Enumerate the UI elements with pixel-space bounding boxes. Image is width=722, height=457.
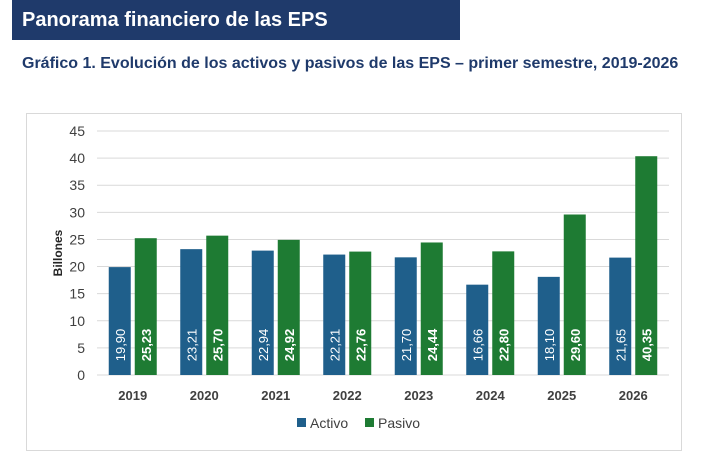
chart-title: Gráfico 1. Evolución de los activos y pa…	[22, 55, 679, 72]
x-tick-label: 2021	[261, 388, 290, 403]
y-tick-label: 15	[69, 286, 85, 302]
data-label-pasivo: 22,80	[496, 329, 511, 362]
x-tick-label: 2026	[619, 388, 648, 403]
section-banner: Panorama financiero de las EPS	[12, 0, 460, 40]
data-label-pasivo: 22,76	[353, 329, 368, 362]
legend-swatch-activo	[297, 418, 306, 427]
legend-swatch-pasivo	[365, 418, 374, 427]
bar-activo	[323, 254, 346, 375]
y-tick-label: 0	[77, 367, 85, 383]
bar-activo	[251, 250, 274, 375]
y-tick-label: 40	[69, 150, 85, 166]
y-tick-label: 20	[69, 259, 85, 275]
data-label-activo: 16,66	[470, 329, 485, 362]
data-label-activo: 23,21	[184, 329, 199, 362]
data-label-pasivo: 40,35	[639, 329, 654, 362]
bar-pasivo	[635, 156, 658, 375]
x-tick-label: 2023	[404, 388, 433, 403]
bar-activo	[537, 276, 560, 375]
bar-pasivo	[563, 214, 586, 375]
y-tick-label: 25	[69, 231, 85, 247]
x-tick-label: 2024	[476, 388, 506, 403]
legend-label-pasivo: Pasivo	[378, 415, 420, 431]
bar-pasivo	[420, 242, 443, 375]
x-tick-label: 2025	[547, 388, 576, 403]
data-label-activo: 21,70	[399, 329, 414, 362]
data-label-activo: 18,10	[542, 329, 557, 362]
banner-title: Panorama financiero de las EPS	[22, 8, 328, 31]
bar-activo	[394, 257, 417, 375]
y-tick-label: 30	[69, 204, 85, 220]
x-tick-label: 2019	[118, 388, 147, 403]
bar-activo	[108, 267, 131, 375]
y-tick-label: 10	[69, 313, 85, 329]
bar-activo	[180, 249, 203, 375]
y-tick-label: 45	[69, 123, 85, 139]
y-tick-label: 5	[77, 340, 85, 356]
data-label-pasivo: 25,23	[139, 329, 154, 362]
bar-pasivo	[349, 251, 372, 375]
x-tick-label: 2020	[190, 388, 219, 403]
bar-pasivo	[492, 251, 515, 375]
bar-pasivo	[277, 239, 300, 375]
data-label-pasivo: 29,60	[568, 329, 583, 362]
bar-pasivo	[134, 238, 157, 375]
bar-activo	[466, 284, 489, 375]
data-label-pasivo: 24,44	[425, 328, 440, 361]
y-axis-title: Billones	[51, 229, 65, 276]
legend-label-activo: Activo	[310, 415, 348, 431]
data-label-pasivo: 24,92	[282, 329, 297, 362]
bar-activo	[609, 257, 632, 375]
data-label-pasivo: 25,70	[210, 329, 225, 362]
data-label-activo: 22,21	[327, 329, 342, 362]
y-tick-label: 35	[69, 177, 85, 193]
data-label-activo: 21,65	[613, 329, 628, 362]
x-tick-label: 2022	[333, 388, 362, 403]
chart-frame: 0 5 10 15 20 25 30 35 40 45 Billones 19,90 25,23 2019…	[26, 113, 682, 451]
data-label-activo: 19,90	[113, 329, 128, 362]
data-label-activo: 22,94	[256, 329, 271, 362]
bar-pasivo	[206, 235, 229, 375]
